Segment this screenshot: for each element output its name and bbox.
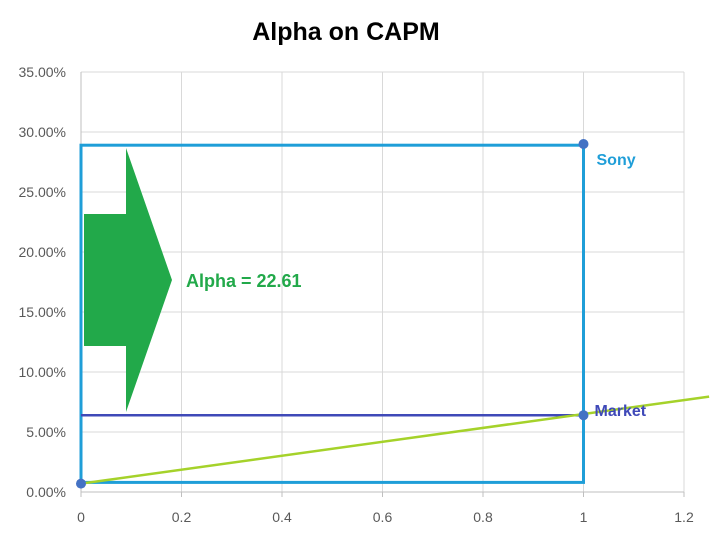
alpha-annotation: Alpha = 22.61	[186, 271, 302, 291]
x-tick-label: 0	[77, 509, 85, 525]
x-tick-label: 0.4	[272, 509, 292, 525]
y-tick-label: 25.00%	[19, 184, 66, 200]
market-label: Market	[595, 403, 647, 420]
x-tick-label: 0.6	[373, 509, 393, 525]
sony-label: Sony	[597, 152, 636, 169]
sml-line	[80, 395, 710, 485]
data-point	[578, 410, 589, 421]
chart-title: Alpha on CAPM	[252, 18, 440, 46]
y-tick-label: 15.00%	[19, 304, 66, 320]
grid	[80, 71, 685, 497]
y-tick-label: 20.00%	[19, 244, 66, 260]
data-point	[76, 478, 86, 489]
tick-labels: 0.00% 5.00% 10.00% 15.00% 20.00% 25.00% 30.00%…	[19, 64, 694, 525]
sony-box	[79, 143, 585, 484]
y-tick-label: 0.00%	[26, 484, 66, 500]
x-tick-label: 0.8	[473, 509, 493, 525]
y-tick-label: 10.00%	[19, 364, 66, 380]
chart-marks: Alpha = 22.61 Sony Market	[76, 139, 710, 489]
x-tick-label: 0.2	[172, 509, 192, 525]
x-tick-label: 1	[580, 509, 588, 525]
alpha-arrow	[84, 148, 172, 412]
data-point	[578, 139, 589, 149]
y-tick-label: 30.00%	[19, 124, 66, 140]
y-tick-label: 35.00%	[19, 64, 66, 80]
x-tick-label: 1.2	[674, 509, 694, 525]
y-tick-label: 5.00%	[26, 424, 66, 440]
